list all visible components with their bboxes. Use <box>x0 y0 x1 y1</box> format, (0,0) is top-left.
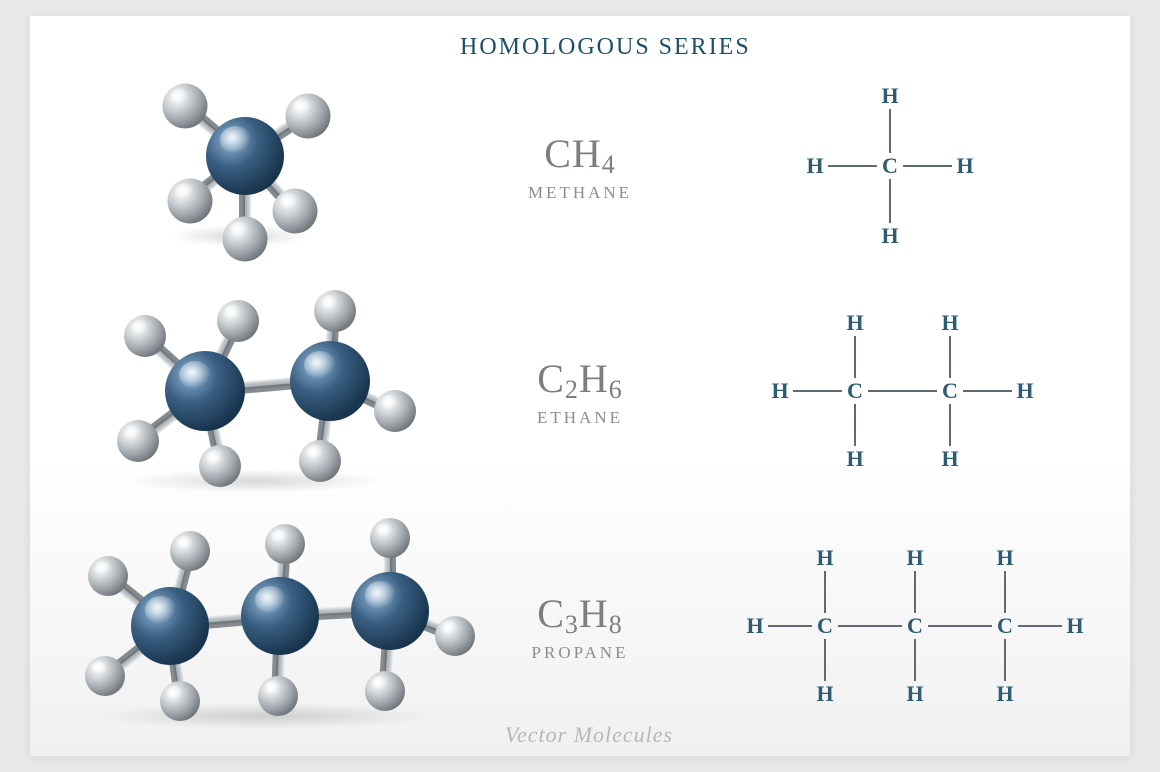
atom-label-h: H <box>816 545 833 571</box>
hydrogen-sphere <box>88 556 128 596</box>
model3d-propane <box>30 516 450 736</box>
atom-label-h: H <box>906 681 923 707</box>
hydrogen-sphere <box>217 300 259 342</box>
hydrogen-sphere <box>163 84 208 129</box>
hydrogen-sphere <box>365 671 405 711</box>
atom-label-h: H <box>996 545 1013 571</box>
row-propane: C3H8 PROPANE CCCHHHHHHHH <box>30 516 1130 736</box>
model3d-methane <box>30 61 450 271</box>
molecule-name: ETHANE <box>450 408 710 428</box>
model3d-ethane <box>30 281 450 501</box>
hydrogen-sphere <box>435 616 475 656</box>
atom-label-c: C <box>907 613 923 639</box>
atom-label-h: H <box>806 153 823 179</box>
hydrogen-sphere <box>160 681 200 721</box>
formula-text: H <box>579 356 609 401</box>
hydrogen-sphere <box>374 390 416 432</box>
formula-sub: 2 <box>565 375 579 404</box>
atom-label-c: C <box>942 378 958 404</box>
lewis-methane: C H H H H <box>710 61 1090 271</box>
hydrogen-sphere <box>199 445 241 487</box>
page-title: HOMOLOGOUS SERIES <box>460 34 751 61</box>
formula-sub: 6 <box>609 375 623 404</box>
molecule-name: METHANE <box>450 183 710 203</box>
atom-label-h: H <box>941 310 958 336</box>
hydrogen-sphere <box>258 676 298 716</box>
drop-shadow <box>125 469 385 493</box>
atom-label-h: H <box>906 545 923 571</box>
infographic-canvas: HOMOLOGOUS SERIES CH4 METHANE CHHHH C2H6… <box>30 16 1130 756</box>
atom-label-h: H <box>881 223 898 249</box>
atom-label-h: H <box>1016 378 1033 404</box>
formula-sub: 8 <box>609 610 623 639</box>
atom-label-c: C <box>817 613 833 639</box>
atom-label-h: H <box>956 153 973 179</box>
formula-sub: 3 <box>565 610 579 639</box>
hydrogen-sphere <box>117 420 159 462</box>
atom-label-h: H <box>816 681 833 707</box>
hydrogen-sphere <box>223 217 268 262</box>
atom-label-h: H <box>881 83 898 109</box>
watermark-text: Vector Molecules <box>505 722 673 748</box>
atom-label-c: C <box>997 613 1013 639</box>
hydrogen-sphere <box>370 518 410 558</box>
atom-label-h: H <box>746 613 763 639</box>
hydrogen-sphere <box>170 531 210 571</box>
atom-label-h: H <box>996 681 1013 707</box>
atom-label-h: H <box>771 378 788 404</box>
atom-label-c: C <box>882 153 898 179</box>
atom-label-c: C <box>847 378 863 404</box>
hydrogen-sphere <box>265 524 305 564</box>
hydrogen-sphere <box>299 440 341 482</box>
formula-text: H <box>579 591 609 636</box>
lewis-ethane: C C H H H H H H <box>710 281 1090 501</box>
carbon-sphere <box>241 577 319 655</box>
hydrogen-sphere <box>168 179 213 224</box>
hydrogen-sphere <box>273 189 318 234</box>
carbon-sphere <box>290 341 370 421</box>
row-methane: CH4 METHANE CHHHH <box>30 61 1130 271</box>
hydrogen-sphere <box>286 94 331 139</box>
atom-label-h: H <box>846 446 863 472</box>
hydrogen-sphere <box>85 656 125 696</box>
atom-label-h: H <box>1066 613 1083 639</box>
formula-propane: C3H8 PROPANE <box>450 590 710 663</box>
atom-label-h: H <box>941 446 958 472</box>
formula-text: C <box>537 356 565 401</box>
formula-methane: CH4 METHANE <box>450 130 710 203</box>
formula-text: C <box>537 591 565 636</box>
carbon-sphere <box>206 117 284 195</box>
hydrogen-sphere <box>124 315 166 357</box>
carbon-sphere <box>165 351 245 431</box>
formula-text: CH <box>544 131 602 176</box>
row-ethane: C2H6 ETHANE CCHHHHHH <box>30 281 1130 501</box>
formula-ethane: C2H6 ETHANE <box>450 355 710 428</box>
carbon-sphere <box>351 572 429 650</box>
carbon-sphere <box>131 587 209 665</box>
lewis-propane: C C C H H H H H H H H <box>710 516 1090 736</box>
atom-label-h: H <box>846 310 863 336</box>
formula-sub: 4 <box>602 150 616 179</box>
molecule-name: PROPANE <box>450 643 710 663</box>
hydrogen-sphere <box>314 290 356 332</box>
